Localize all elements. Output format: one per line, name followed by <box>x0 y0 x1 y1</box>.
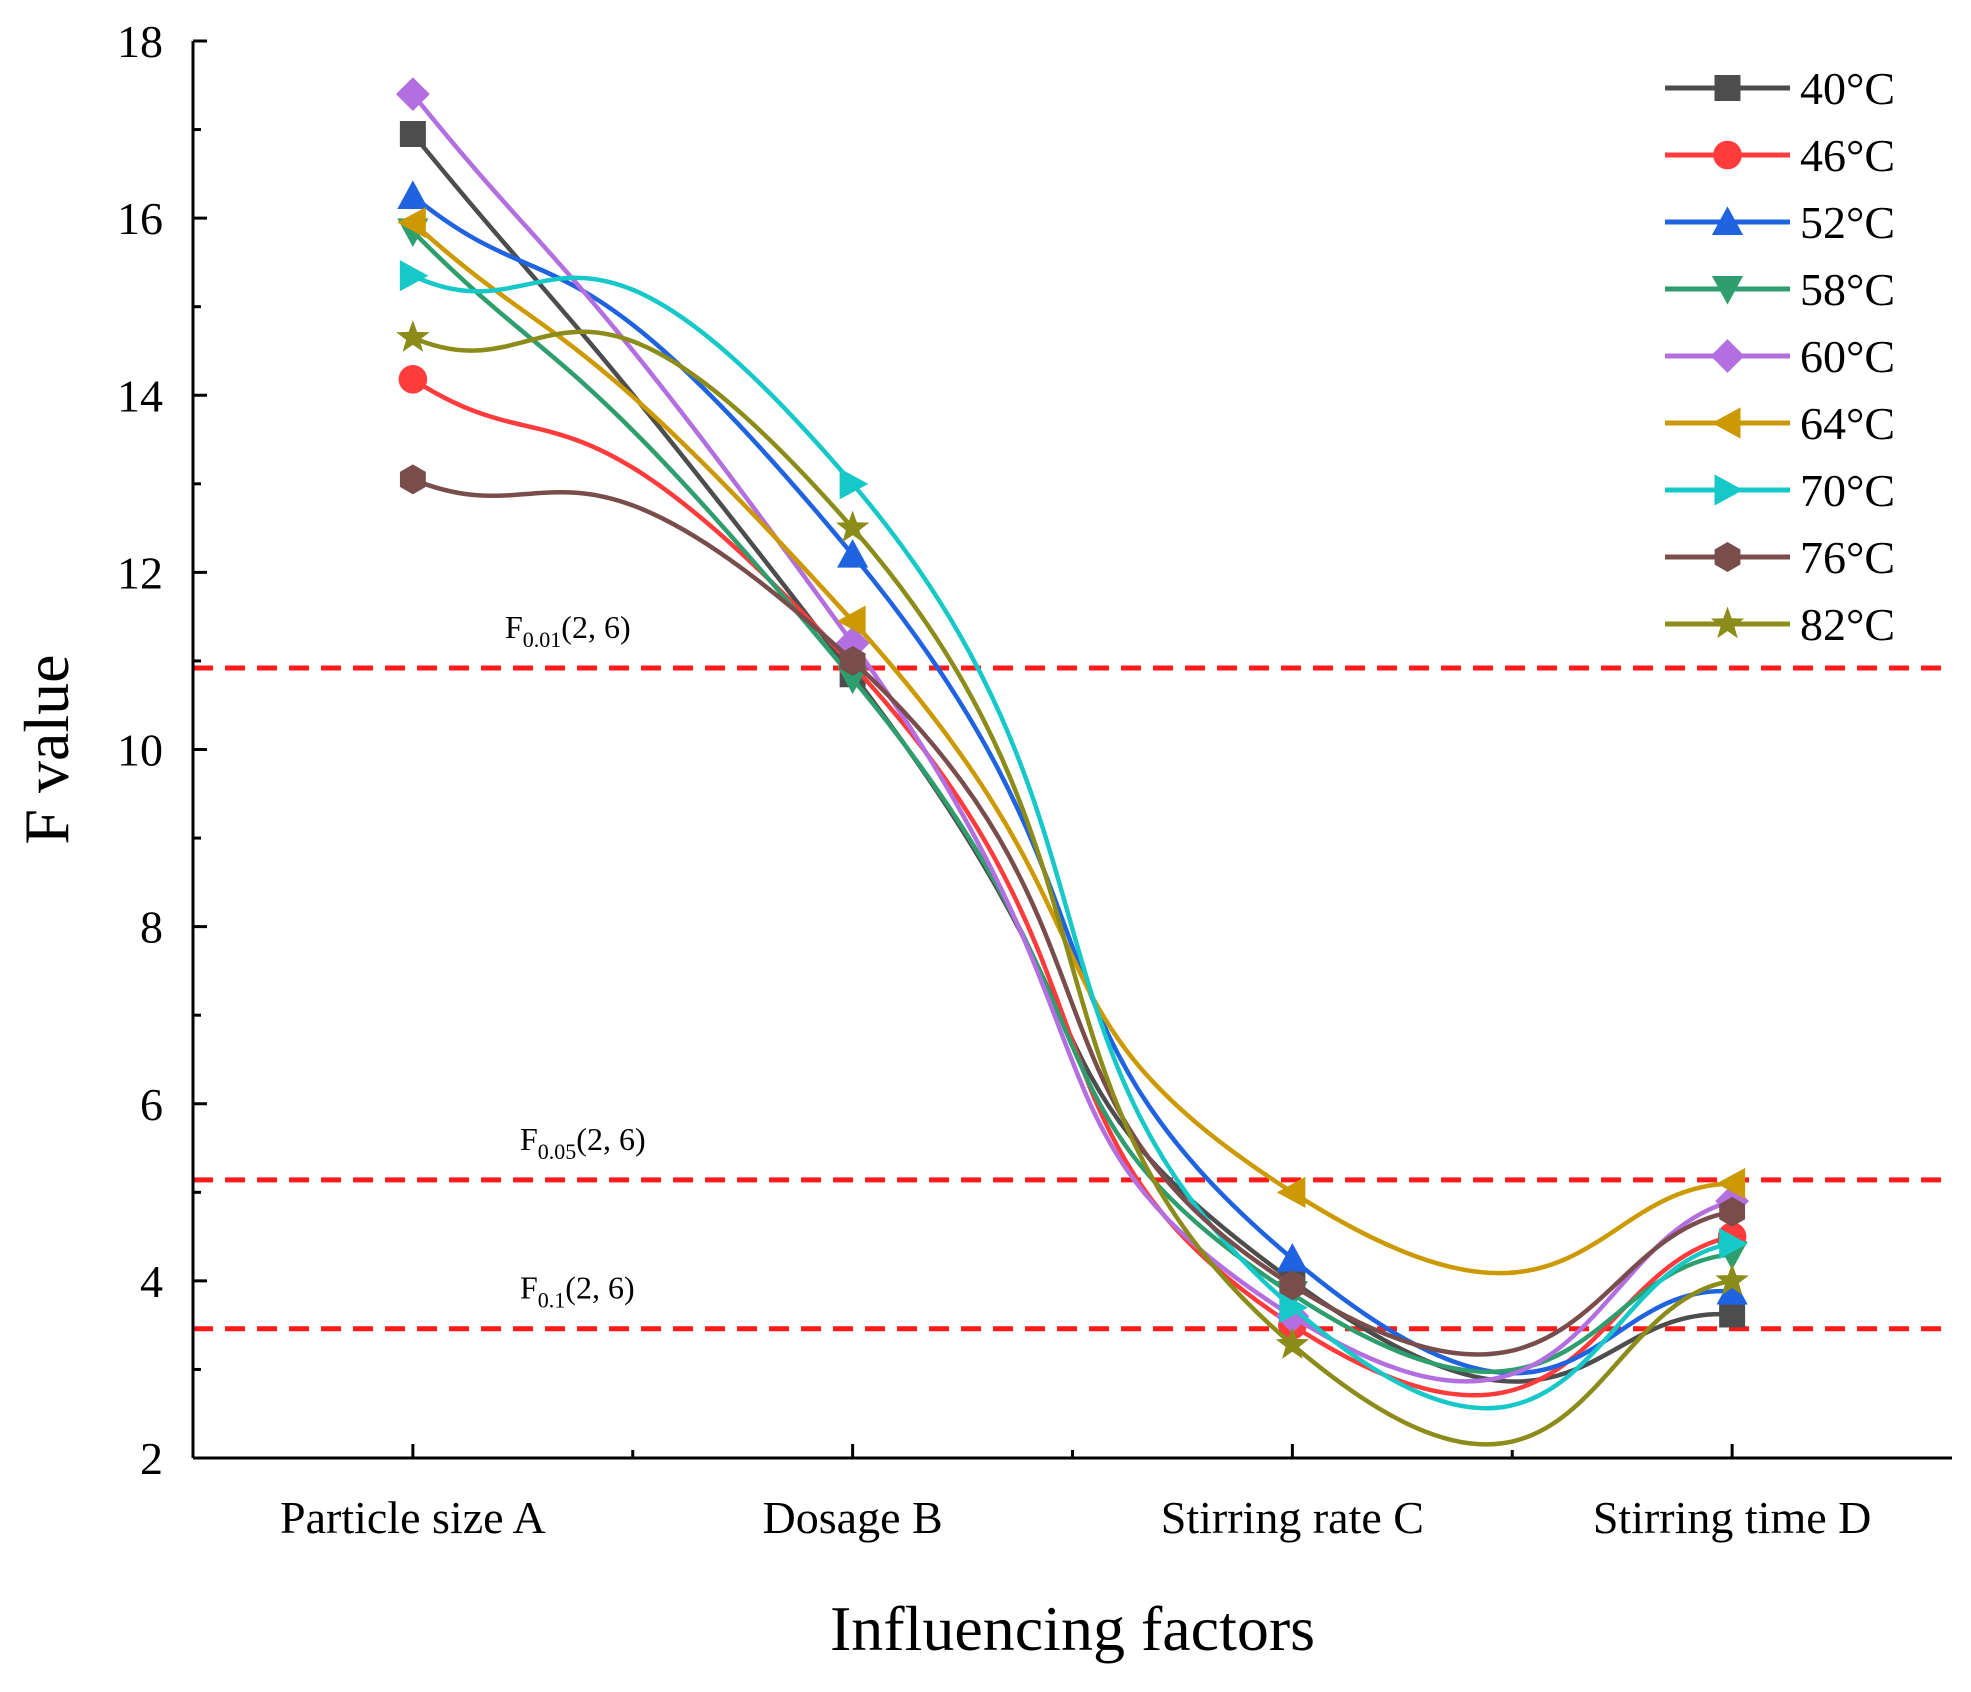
legend-item: 76°C <box>1665 532 1895 583</box>
data-point-marker <box>1719 1228 1748 1260</box>
series-line <box>410 193 1735 1376</box>
series-line <box>410 273 1735 1411</box>
data-point-marker <box>835 510 870 543</box>
legend-item: 46°C <box>1665 130 1895 181</box>
data-point-marker <box>399 120 426 147</box>
legend-label: 52°C <box>1800 197 1895 248</box>
series-line <box>410 229 1735 1375</box>
data-point-marker <box>397 180 429 209</box>
data-point-marker <box>399 464 426 495</box>
x-tick-label: Particle size A <box>280 1492 546 1543</box>
legend-item: 52°C <box>1665 197 1895 248</box>
legend: 40°C 46°C 52°C 58°C 60°C 64°C 70°C 76°C 82°C <box>1665 63 1895 650</box>
data-point-marker <box>1716 1167 1746 1200</box>
y-tick-label: 16 <box>117 193 163 244</box>
series-64C <box>397 206 1746 1276</box>
legend-label: 76°C <box>1800 532 1895 583</box>
legend-item: 60°C <box>1665 331 1895 382</box>
series-line <box>410 477 1735 1357</box>
data-point-marker <box>1719 1196 1746 1227</box>
data-point-marker <box>397 206 426 239</box>
x-axis-title: Influencing factors <box>830 1593 1315 1664</box>
legend-item: 64°C <box>1665 398 1895 449</box>
legend-swatch-marker <box>1710 339 1745 373</box>
series-line <box>410 329 1735 1447</box>
x-tick-label: Stirring rate C <box>1161 1492 1424 1543</box>
legend-label: 70°C <box>1800 465 1895 516</box>
data-point-marker <box>395 77 430 112</box>
series-82C <box>396 320 1749 1447</box>
legend-swatch-marker <box>1711 407 1741 439</box>
series-line <box>410 91 1735 1384</box>
legend-item: 70°C <box>1665 465 1895 516</box>
y-tick-label: 6 <box>140 1079 163 1130</box>
y-tick-label: 14 <box>117 370 163 421</box>
axes: 2 4 6 8 10 12 14 16 18 Particle size A Dosage B Sti… <box>11 16 1952 1664</box>
series-58C <box>397 218 1748 1375</box>
data-point-marker <box>1719 1301 1746 1328</box>
legend-label: 60°C <box>1800 331 1895 382</box>
legend-swatch-marker <box>1714 75 1741 101</box>
data-point-marker <box>1275 1327 1310 1359</box>
legend-item: 40°C <box>1665 63 1895 114</box>
series-line <box>410 220 1735 1276</box>
reference-lines: F0.01(2, 6) F0.05(2, 6) F0.1(2, 6) <box>193 609 1952 1332</box>
data-point-marker <box>837 605 866 637</box>
data-point-marker <box>1276 1243 1308 1272</box>
y-tick-label: 18 <box>117 16 163 67</box>
x-tick-label: Dosage B <box>763 1492 943 1543</box>
series-70C <box>399 260 1748 1411</box>
legend-label: 46°C <box>1800 130 1895 181</box>
y-tick-label: 8 <box>140 902 163 953</box>
x-tick-label: Stirring time D <box>1593 1492 1872 1543</box>
series-46C <box>398 365 1747 1398</box>
data-point-marker <box>837 665 869 695</box>
data-point-marker <box>839 468 869 500</box>
series-line <box>410 377 1735 1398</box>
y-tick-label: 2 <box>140 1433 163 1484</box>
y-axis-title: F value <box>11 654 82 844</box>
legend-swatch-marker <box>1714 474 1744 506</box>
series-52C <box>397 180 1748 1376</box>
data-point-marker <box>1716 1275 1748 1305</box>
data-point-marker <box>839 645 866 676</box>
legend-item: 58°C <box>1665 264 1895 315</box>
data-point-marker <box>837 539 869 568</box>
legend-swatch-marker <box>1711 206 1744 235</box>
legend-label: 64°C <box>1800 398 1895 449</box>
data-point-marker <box>1276 1176 1306 1208</box>
series-76C <box>399 464 1746 1357</box>
data-point-marker <box>399 260 429 292</box>
data-point-marker <box>1279 1270 1306 1301</box>
data-point-marker <box>398 365 428 394</box>
legend-swatch-marker <box>1714 542 1741 572</box>
y-tick-label: 12 <box>117 547 163 598</box>
series-lines <box>395 77 1750 1447</box>
data-point-marker <box>1715 1263 1749 1296</box>
legend-swatch-marker <box>1710 606 1745 639</box>
y-tick-label: 4 <box>140 1256 163 1307</box>
reference-line-label: F0.01(2, 6) <box>505 609 631 652</box>
legend-item: 82°C <box>1665 599 1895 650</box>
series-60C <box>395 77 1750 1384</box>
data-point-marker <box>1279 1291 1308 1324</box>
y-tick-label: 10 <box>117 725 163 776</box>
legend-swatch-marker <box>1711 276 1744 305</box>
legend-label: 82°C <box>1800 599 1895 650</box>
reference-line-label: F0.1(2, 6) <box>520 1270 635 1313</box>
data-point-marker <box>396 320 430 352</box>
legend-swatch-marker <box>1713 140 1742 170</box>
legend-label: 40°C <box>1800 63 1895 114</box>
legend-label: 58°C <box>1800 264 1895 315</box>
reference-line-label: F0.05(2, 6) <box>520 1121 646 1164</box>
